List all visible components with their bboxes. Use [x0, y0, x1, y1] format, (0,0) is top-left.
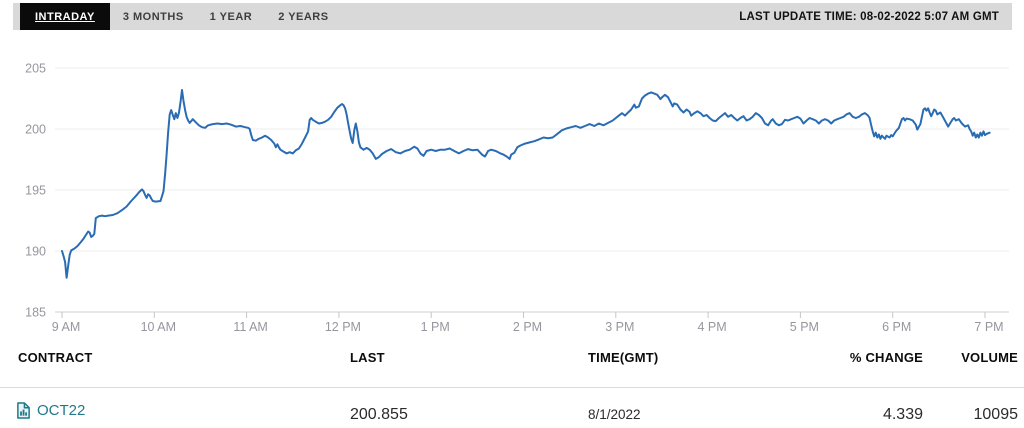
svg-text:7 PM: 7 PM — [974, 320, 1003, 334]
tab-2-years[interactable]: 2 YEARS — [265, 3, 341, 30]
tab-intraday[interactable]: INTRADAY — [20, 3, 110, 30]
chart-file-icon — [16, 402, 31, 419]
svg-text:200: 200 — [25, 123, 46, 137]
column-header-contract: CONTRACT — [18, 350, 93, 365]
svg-text:195: 195 — [25, 184, 46, 198]
svg-text:185: 185 — [25, 306, 46, 320]
intraday-price-chart: 185 190 195 200 205 9 AM 10 AM 11 AM 12 PM 1 PM 2 … — [0, 30, 1024, 340]
svg-text:190: 190 — [25, 245, 46, 259]
svg-text:5 PM: 5 PM — [790, 320, 819, 334]
contract-link[interactable]: OCT22 — [16, 402, 85, 419]
timeframe-tabs: INTRADAY 3 MONTHS 1 YEAR 2 YEARS — [13, 3, 342, 30]
svg-text:9 AM: 9 AM — [52, 320, 81, 334]
price-chart-svg: 185 190 195 200 205 9 AM 10 AM 11 AM 12 PM 1 PM 2 … — [25, 62, 1009, 334]
svg-text:6 PM: 6 PM — [882, 320, 911, 334]
tab-1-year[interactable]: 1 YEAR — [197, 3, 266, 30]
column-header-time: TIME(GMT) — [588, 350, 659, 365]
last-update-time: LAST UPDATE TIME: 08-02-2022 5:07 AM GMT — [739, 10, 999, 23]
column-header-volume: VOLUME — [961, 350, 1018, 365]
svg-text:11 AM: 11 AM — [233, 320, 268, 334]
svg-text:10 AM: 10 AM — [141, 320, 176, 334]
last-price-value: 200.855 — [350, 406, 408, 423]
pct-change-value: 4.339 — [882, 406, 923, 423]
column-header-last: LAST — [350, 350, 385, 365]
svg-text:205: 205 — [25, 62, 46, 76]
table-header-row: CONTRACT LAST TIME(GMT) % CHANGE VOLUME — [0, 340, 1024, 388]
column-header-change: % CHANGE — [849, 350, 923, 365]
timeframe-toolbar: INTRADAY 3 MONTHS 1 YEAR 2 YEARS LAST UP… — [13, 3, 1012, 30]
svg-text:3 PM: 3 PM — [605, 320, 634, 334]
contract-quote-table: CONTRACT LAST TIME(GMT) % CHANGE VOLUME … — [0, 340, 1024, 424]
table-row: OCT22 200.855 8/1/2022 4.339 10095 — [0, 388, 1024, 424]
svg-text:1 PM: 1 PM — [421, 320, 450, 334]
tab-3-months[interactable]: 3 MONTHS — [110, 3, 197, 30]
svg-text:4 PM: 4 PM — [698, 320, 727, 334]
volume-value: 10095 — [973, 406, 1019, 423]
svg-text:2 PM: 2 PM — [513, 320, 542, 334]
contract-label: OCT22 — [37, 402, 86, 419]
svg-text:12 PM: 12 PM — [325, 320, 361, 334]
trade-time-value: 8/1/2022 — [588, 407, 641, 422]
